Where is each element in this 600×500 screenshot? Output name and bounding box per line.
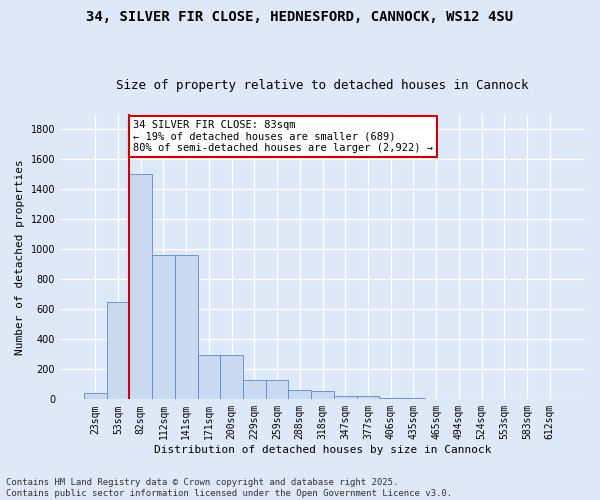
Bar	[243, 380, 266, 400]
Bar	[197, 355, 220, 400]
Bar	[84, 394, 107, 400]
Bar	[356, 396, 379, 400]
Bar	[266, 380, 289, 400]
Bar	[107, 302, 130, 400]
Bar	[311, 391, 334, 400]
Bar	[175, 255, 197, 400]
Title: Size of property relative to detached houses in Cannock: Size of property relative to detached ho…	[116, 79, 529, 92]
Bar	[289, 390, 311, 400]
Bar	[130, 174, 152, 400]
Bar	[152, 255, 175, 400]
Bar	[220, 355, 243, 400]
Bar	[402, 398, 425, 400]
Bar	[334, 396, 356, 400]
X-axis label: Distribution of detached houses by size in Cannock: Distribution of detached houses by size …	[154, 445, 491, 455]
Text: 34 SILVER FIR CLOSE: 83sqm
← 19% of detached houses are smaller (689)
80% of sem: 34 SILVER FIR CLOSE: 83sqm ← 19% of deta…	[133, 120, 433, 153]
Bar	[379, 398, 402, 400]
Text: 34, SILVER FIR CLOSE, HEDNESFORD, CANNOCK, WS12 4SU: 34, SILVER FIR CLOSE, HEDNESFORD, CANNOC…	[86, 10, 514, 24]
Text: Contains HM Land Registry data © Crown copyright and database right 2025.
Contai: Contains HM Land Registry data © Crown c…	[6, 478, 452, 498]
Y-axis label: Number of detached properties: Number of detached properties	[15, 159, 25, 354]
